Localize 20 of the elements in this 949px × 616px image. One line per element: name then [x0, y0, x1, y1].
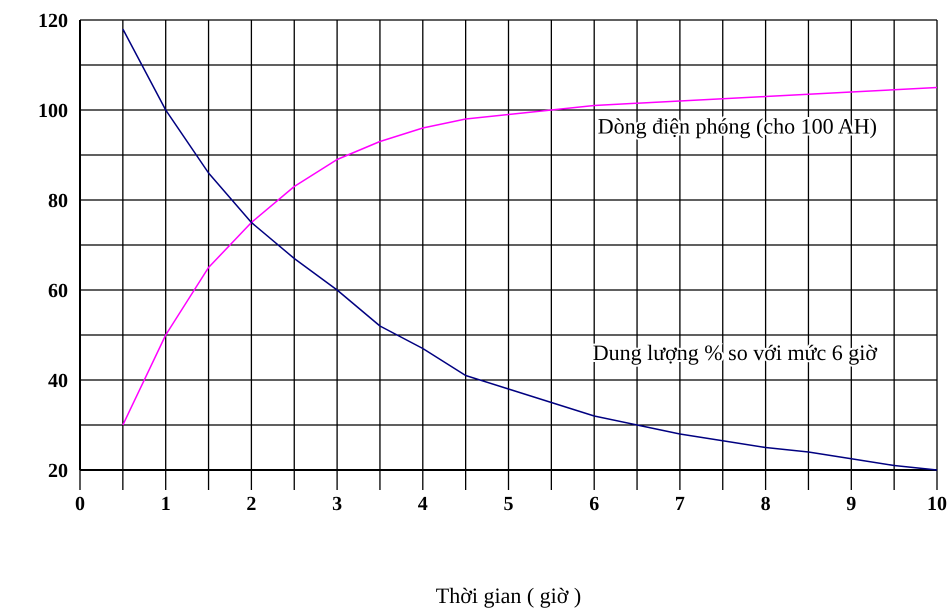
- y-tick-label: 80: [48, 190, 68, 212]
- x-tick-label: 0: [75, 493, 85, 515]
- line-series: [122, 86, 938, 426]
- x-tick-label: 1: [160, 493, 171, 515]
- x-tick-label: 6: [589, 493, 600, 515]
- x-tick-label: 3: [332, 493, 342, 515]
- x-tick-label: 7: [674, 493, 685, 515]
- x-tick-label: 9: [846, 493, 856, 515]
- line-series: [122, 28, 938, 471]
- y-tick-label: 40: [48, 370, 68, 392]
- x-tick-label: 4: [418, 493, 428, 515]
- y-tick-label: 60: [48, 280, 68, 302]
- x-tick-label: 2: [246, 493, 256, 515]
- y-tick-label: 120: [38, 10, 68, 32]
- x-tick-label: 10: [927, 493, 947, 515]
- x-tick-label: 8: [760, 493, 771, 515]
- x-tick-label: 5: [504, 493, 514, 515]
- y-tick-label: 100: [38, 100, 68, 122]
- y-tick-label: 20: [48, 460, 68, 482]
- x-axis-title: Thời gian ( giờ ): [436, 583, 582, 608]
